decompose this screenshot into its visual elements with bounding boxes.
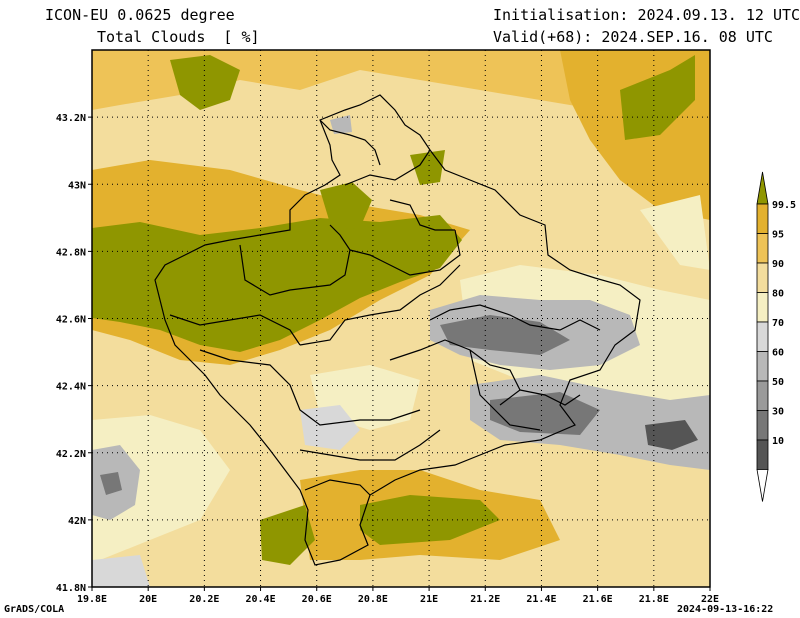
lon-label: 20.8E bbox=[358, 594, 388, 605]
colorbar-label: 80 bbox=[772, 289, 784, 300]
lat-label: 42.4N bbox=[56, 382, 86, 393]
field-olive-nw bbox=[170, 55, 240, 110]
border-internal-11 bbox=[304, 479, 371, 496]
field-pale-sw bbox=[92, 415, 230, 560]
border-internal-5 bbox=[199, 349, 421, 426]
border-internal-7 bbox=[429, 304, 601, 331]
colorbar-segment bbox=[756, 262, 769, 293]
field-gray-2 bbox=[440, 315, 570, 355]
field-gray-4 bbox=[490, 392, 600, 435]
colorbar-label: 10 bbox=[772, 436, 784, 447]
lat-label: 41.8N bbox=[56, 583, 86, 594]
lon-label: 20.6E bbox=[302, 594, 332, 605]
colorbar-label: 50 bbox=[772, 377, 784, 388]
lon-label: 22E bbox=[701, 594, 719, 605]
colorbar-segment bbox=[756, 410, 769, 441]
colorbar-label: 99.5 bbox=[772, 200, 796, 211]
field-gray-7 bbox=[100, 472, 122, 495]
colorbar-segment bbox=[756, 292, 769, 323]
lon-label: 21.6E bbox=[583, 594, 613, 605]
lat-label: 43N bbox=[68, 180, 86, 191]
colorbar-label: 95 bbox=[772, 230, 784, 241]
lon-label: 21.8E bbox=[639, 594, 669, 605]
colorbar-label: 70 bbox=[772, 318, 784, 329]
colorbar-bottom-arrow bbox=[756, 469, 769, 502]
lon-label: 21.4E bbox=[526, 594, 556, 605]
lat-label: 43.2N bbox=[56, 113, 86, 124]
colorbar-segment bbox=[756, 321, 769, 352]
field-gray-9 bbox=[92, 555, 150, 587]
border-outline bbox=[154, 94, 641, 566]
border-internal-9 bbox=[469, 349, 541, 431]
model-title: ICON-EU 0.0625 degree bbox=[45, 6, 235, 24]
field-gray-8 bbox=[300, 405, 360, 450]
colorbar-segment bbox=[756, 351, 769, 382]
border-internal-13 bbox=[389, 199, 455, 231]
border-internal-12 bbox=[344, 149, 431, 186]
border-internal-1 bbox=[239, 224, 351, 296]
colorbar-label: 90 bbox=[772, 259, 784, 270]
admin-borders bbox=[154, 94, 641, 566]
valid-time: Valid(+68): 2024.SEP.16. 08 UTC bbox=[493, 28, 773, 46]
lon-label: 20E bbox=[139, 594, 157, 605]
lon-label: 20.4E bbox=[245, 594, 275, 605]
border-internal-4 bbox=[299, 264, 461, 346]
field-gray-5 bbox=[645, 420, 698, 450]
border-internal-6 bbox=[389, 339, 521, 406]
border-internal-8 bbox=[519, 389, 581, 406]
lat-label: 42.6N bbox=[56, 315, 86, 326]
lat-tick-labels: 43.2N 43N 42.8N 42.6N 42.4N 42.2N 42N 41.8N bbox=[56, 113, 92, 594]
lon-label: 19.8E bbox=[77, 594, 107, 605]
variable-title: Total Clouds [ %] bbox=[97, 28, 260, 46]
border-internal-2 bbox=[349, 229, 461, 276]
lon-label: 21.2E bbox=[470, 594, 500, 605]
border-internal-3 bbox=[169, 314, 301, 346]
field-olive-west bbox=[92, 215, 462, 352]
lon-label: 20.2E bbox=[189, 594, 219, 605]
lat-label: 42.2N bbox=[56, 449, 86, 460]
footer-right: 2024-09-13-16:22 bbox=[677, 604, 774, 615]
colorbar-label: 60 bbox=[772, 348, 784, 359]
lat-label: 42.8N bbox=[56, 247, 86, 258]
colorbar-top-arrow bbox=[756, 171, 769, 205]
lon-tick-labels: 19.8E 20E 20.2E 20.4E 20.6E 20.8E 21E 21.2E 21.4… bbox=[77, 587, 719, 605]
border-internal-10 bbox=[299, 429, 441, 461]
colorbar-segment bbox=[756, 439, 769, 470]
colorbar-segment bbox=[756, 203, 769, 234]
field-olive-north bbox=[320, 182, 372, 230]
footer-left: GrADS/COLA bbox=[4, 604, 65, 615]
border-internal-14 bbox=[319, 119, 381, 166]
field-olive-ne bbox=[620, 55, 695, 140]
colorbar-segment bbox=[756, 380, 769, 411]
lon-label: 21E bbox=[420, 594, 438, 605]
init-time: Initialisation: 2024.09.13. 12 UTC bbox=[493, 6, 800, 24]
field-orange-north bbox=[92, 50, 710, 135]
colorbar-label: 30 bbox=[772, 407, 784, 418]
colorbar: 99.5 95 90 80 70 60 50 30 10 bbox=[756, 171, 796, 502]
field-gray-10 bbox=[330, 115, 352, 134]
field-olive-south bbox=[360, 495, 500, 545]
lat-label: 42N bbox=[68, 516, 86, 527]
colorbar-segment bbox=[756, 233, 769, 264]
lat-lon-grid bbox=[92, 50, 710, 587]
field-olive-sw bbox=[260, 505, 315, 565]
